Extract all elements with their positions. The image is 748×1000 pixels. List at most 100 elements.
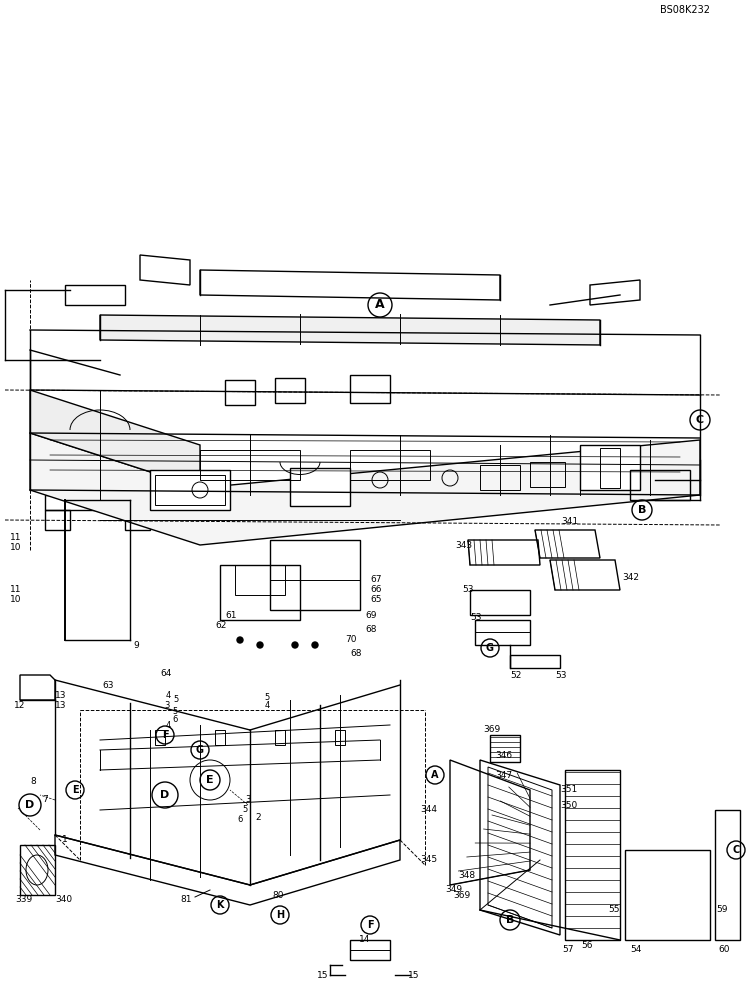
Text: 15: 15: [408, 970, 420, 980]
Text: 14: 14: [359, 936, 371, 944]
Text: 1: 1: [62, 836, 68, 844]
Text: 62: 62: [215, 620, 227, 630]
Text: 52: 52: [510, 670, 521, 680]
Bar: [335, 730, 345, 745]
Text: 57: 57: [562, 946, 574, 954]
Text: F: F: [367, 920, 373, 930]
Text: 81: 81: [180, 896, 191, 904]
Text: 350: 350: [560, 800, 577, 810]
Text: 55: 55: [608, 906, 619, 914]
Text: 59: 59: [716, 906, 728, 914]
Bar: [350, 450, 430, 480]
Text: 11: 11: [10, 534, 22, 542]
Text: 4: 4: [264, 700, 269, 710]
Text: 68: 68: [350, 648, 361, 658]
Text: 369: 369: [453, 890, 470, 900]
Text: 3: 3: [165, 700, 170, 710]
Text: 80: 80: [272, 890, 283, 900]
Text: C: C: [732, 845, 740, 855]
Text: 348: 348: [458, 870, 475, 880]
Bar: [275, 730, 285, 745]
Text: 60: 60: [718, 946, 729, 954]
Text: 54: 54: [630, 946, 641, 954]
Circle shape: [237, 637, 243, 643]
Text: 13: 13: [55, 700, 67, 710]
Text: 343: 343: [455, 540, 472, 550]
Text: 342: 342: [622, 574, 639, 582]
Polygon shape: [580, 445, 640, 490]
Bar: [630, 470, 690, 500]
Text: 69: 69: [365, 610, 376, 619]
Text: 5: 5: [242, 806, 248, 814]
Text: 369: 369: [483, 726, 500, 734]
Text: 66: 66: [370, 585, 381, 594]
Text: C: C: [696, 415, 704, 425]
Polygon shape: [30, 390, 200, 488]
Text: 65: 65: [370, 595, 381, 604]
Text: BS08K232: BS08K232: [660, 5, 710, 15]
Text: E: E: [206, 775, 214, 785]
Text: 53: 53: [470, 613, 482, 622]
Text: B: B: [506, 915, 514, 925]
Text: 68: 68: [365, 626, 376, 635]
Text: 6: 6: [172, 716, 178, 724]
Text: 3: 3: [245, 796, 251, 804]
Text: G: G: [196, 745, 204, 755]
Text: 5: 5: [172, 708, 177, 716]
Bar: [150, 470, 230, 510]
Text: 344: 344: [420, 806, 437, 814]
Text: B: B: [638, 505, 646, 515]
Bar: [200, 450, 300, 480]
Text: D: D: [160, 790, 170, 800]
Text: 347: 347: [495, 770, 512, 780]
Text: 7: 7: [42, 796, 48, 804]
Text: 341: 341: [562, 518, 578, 526]
Text: H: H: [276, 910, 284, 920]
Bar: [235, 565, 285, 595]
Bar: [225, 380, 255, 405]
Text: 349: 349: [445, 886, 462, 894]
Bar: [290, 468, 350, 506]
Text: 15: 15: [317, 970, 328, 980]
Bar: [220, 565, 300, 620]
Text: 61: 61: [225, 610, 236, 619]
Text: K: K: [216, 900, 224, 910]
Text: 11: 11: [10, 585, 22, 594]
Text: 53: 53: [555, 670, 566, 680]
Text: 2: 2: [255, 814, 260, 822]
Text: 9: 9: [133, 641, 138, 650]
Bar: [270, 540, 360, 610]
Text: 4: 4: [165, 692, 171, 700]
Bar: [270, 540, 360, 580]
Bar: [275, 378, 305, 403]
Bar: [155, 730, 165, 745]
Text: 345: 345: [420, 856, 437, 864]
Text: F: F: [162, 730, 168, 740]
Text: 13: 13: [55, 690, 67, 700]
Polygon shape: [30, 433, 700, 545]
Text: 340: 340: [55, 896, 72, 904]
Text: G: G: [486, 643, 494, 653]
Bar: [530, 462, 565, 487]
Text: 351: 351: [560, 786, 577, 794]
Bar: [350, 375, 390, 403]
Text: 70: 70: [345, 636, 357, 645]
Text: 4: 4: [165, 720, 171, 730]
Text: 64: 64: [160, 668, 171, 678]
Circle shape: [292, 642, 298, 648]
Bar: [215, 730, 225, 745]
Text: D: D: [25, 800, 34, 810]
Bar: [480, 465, 520, 490]
Text: 63: 63: [102, 680, 114, 690]
Text: 5: 5: [264, 692, 269, 702]
Text: E: E: [72, 785, 79, 795]
Text: 53: 53: [462, 585, 473, 594]
Circle shape: [312, 642, 318, 648]
Text: A: A: [432, 770, 439, 780]
Bar: [155, 475, 225, 505]
Text: 346: 346: [495, 750, 512, 760]
Text: 10: 10: [10, 595, 22, 604]
Text: 8: 8: [30, 778, 36, 786]
Text: 339: 339: [15, 896, 32, 904]
Text: 6: 6: [237, 816, 242, 824]
